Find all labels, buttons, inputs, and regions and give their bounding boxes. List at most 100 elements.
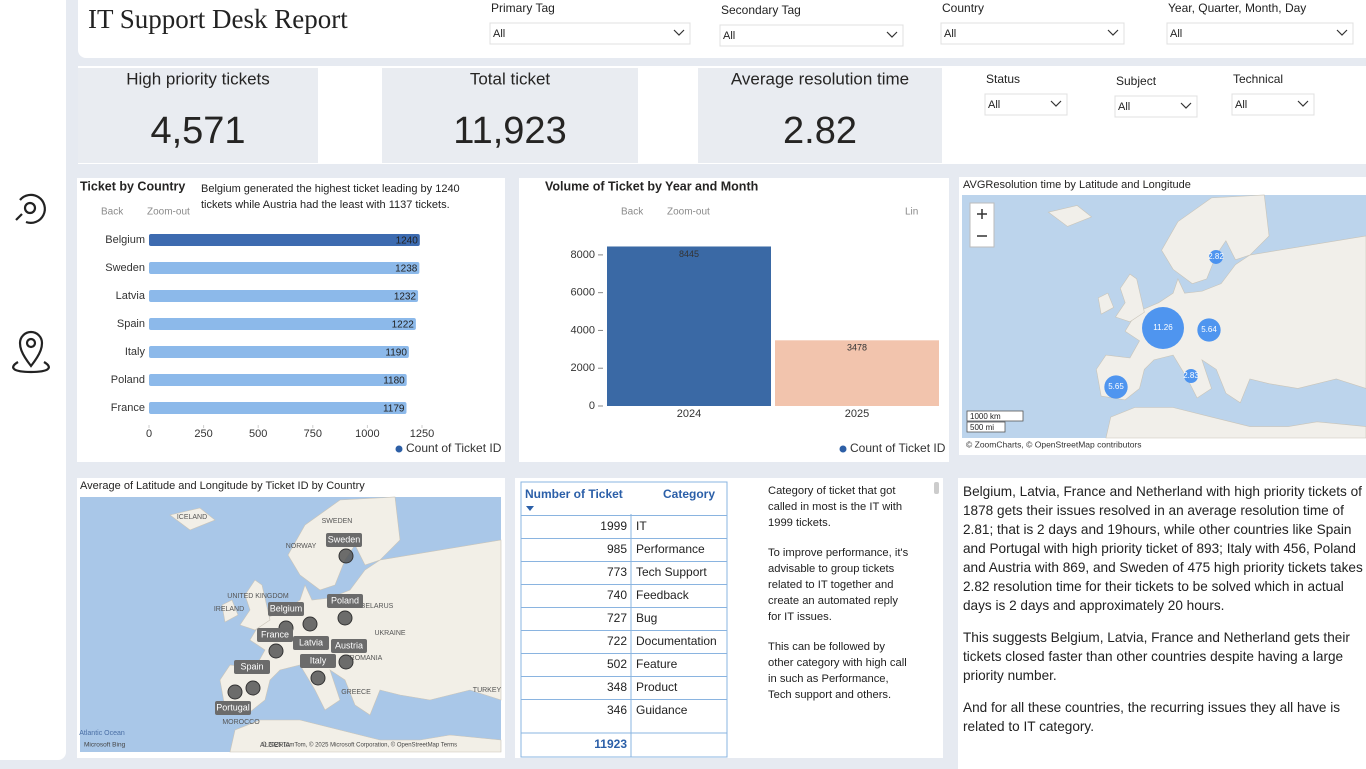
point-label-box: [326, 533, 362, 547]
paragraph: Belgium, Latvia, France and Netherland w…: [963, 484, 1363, 613]
map-point: [337, 610, 353, 626]
icon-report: [23, 201, 37, 215]
toolbar-button[interactable]: Zoom-out: [147, 207, 190, 218]
scale-bar: [966, 421, 1006, 433]
table-cell: 346: [607, 703, 627, 717]
paragraph: This suggests Belgium, Latvia, France an…: [963, 630, 1350, 683]
scrollbar[interactable]: [934, 482, 939, 494]
filter-value: All: [944, 28, 956, 40]
table-cell: Product: [636, 680, 678, 694]
icon-map: [12, 361, 50, 374]
bubble-label: 2.82: [1208, 252, 1224, 261]
filter-dropdown[interactable]: [1166, 22, 1354, 45]
filter-label: Country: [942, 1, 984, 15]
filter-dropdown[interactable]: [1231, 93, 1315, 116]
table-cell: Feature: [636, 657, 678, 671]
place-label: MOROCCO: [222, 719, 260, 726]
zoom-icons: [977, 209, 987, 237]
map-land: [221, 599, 239, 623]
table-header[interactable]: Category: [663, 487, 715, 501]
table-cell: 985: [607, 542, 627, 556]
table-cell: Performance: [636, 542, 705, 556]
y-tick-label: Latvia: [116, 290, 146, 302]
map-land: [229, 719, 502, 753]
table-frame: [520, 481, 728, 758]
toolbar-button[interactable]: Back: [621, 207, 644, 218]
place-label: IRELAND: [214, 606, 244, 613]
bar: [149, 374, 407, 386]
point-label-box: [215, 701, 251, 715]
y-tick-label: France: [111, 402, 145, 414]
filter-dropdown[interactable]: [984, 93, 1068, 116]
filter-label: Primary Tag: [491, 1, 555, 15]
legend-label: Count of Ticket ID: [406, 441, 502, 455]
x-tick-label: 750: [304, 428, 322, 440]
map-land: [1105, 407, 1366, 439]
table-cell: Documentation: [636, 634, 717, 648]
data-label: 1190: [385, 348, 407, 359]
map-point: [268, 643, 284, 659]
kpi-value: 4,571: [150, 110, 245, 152]
insight-text: Category of ticket that got called in mo…: [768, 483, 910, 735]
chart-title: Average of Latitude and Longitude by Tic…: [80, 480, 365, 492]
map-point: [227, 684, 243, 700]
table-cell: 773: [607, 565, 627, 579]
filter-dropdown[interactable]: [1114, 95, 1198, 118]
chart-title: AVGResolution time by Latitude and Longi…: [963, 179, 1191, 191]
kpi-label: High priority tickets: [126, 69, 270, 88]
table-header[interactable]: Number of Ticket: [525, 487, 623, 501]
report-title: IT Support Desk Report: [88, 4, 348, 34]
data-label: 1238: [395, 264, 418, 275]
bar: [775, 340, 939, 406]
place-label: ROMANIA: [350, 655, 383, 662]
bubble: [1209, 250, 1223, 264]
table-cell: Bug: [636, 611, 657, 625]
map-point: [310, 670, 326, 686]
table-cell: Feedback: [636, 588, 690, 602]
bubble-label: 2.83: [1183, 371, 1199, 380]
table-cell: 502: [607, 657, 627, 671]
chevron: [1297, 100, 1309, 107]
data-label: 3478: [847, 343, 867, 353]
filter-value: All: [493, 28, 505, 40]
y-tick-label: Belgium: [105, 234, 145, 246]
table-cell: 740: [607, 588, 627, 602]
point-label: Spain: [240, 661, 263, 671]
bubble: [1104, 375, 1128, 399]
scale-label: 500 mi: [970, 423, 994, 432]
filter-dropdown[interactable]: [489, 22, 691, 45]
paragraph: Category of ticket that got called in mo…: [768, 485, 903, 530]
point-label-box: [331, 639, 367, 653]
legend-marker: [395, 445, 403, 453]
paragraph: This can be followed by other category w…: [768, 640, 907, 702]
kpi-card: [382, 68, 638, 163]
place-label: Atlantic Ocean: [79, 730, 125, 737]
point-label-box: [234, 660, 270, 674]
kpi-value: 2.82: [783, 110, 857, 152]
filter-dropdown[interactable]: [940, 22, 1125, 45]
point-label-box: [327, 594, 363, 608]
chevron: [1180, 102, 1192, 109]
place-label: ICELAND: [177, 514, 207, 521]
data-label: 1222: [392, 320, 415, 331]
toolbar-button[interactable]: Lin: [905, 207, 918, 218]
point-label-box: [268, 602, 304, 616]
y-tick-label: Sweden: [105, 262, 145, 274]
data-label: 1232: [394, 292, 417, 303]
chevron: [1050, 100, 1062, 107]
toolbar-button[interactable]: Back: [101, 207, 124, 218]
chart-title: Volume of Ticket by Year and Month: [545, 179, 758, 193]
filter-dropdown[interactable]: [719, 24, 904, 47]
map-land: [1115, 273, 1145, 323]
filter-label: Year, Quarter, Month, Day: [1168, 1, 1306, 15]
panel: [958, 478, 1366, 769]
scale-bar: [966, 410, 1024, 422]
data-label: 1180: [383, 376, 405, 387]
toolbar-button[interactable]: Zoom-out: [667, 207, 710, 218]
chevron: [1107, 29, 1119, 36]
filter-label: Secondary Tag: [721, 3, 801, 17]
place-label: ALGERIA: [260, 742, 291, 749]
place-label: UKRAINE: [374, 630, 405, 637]
